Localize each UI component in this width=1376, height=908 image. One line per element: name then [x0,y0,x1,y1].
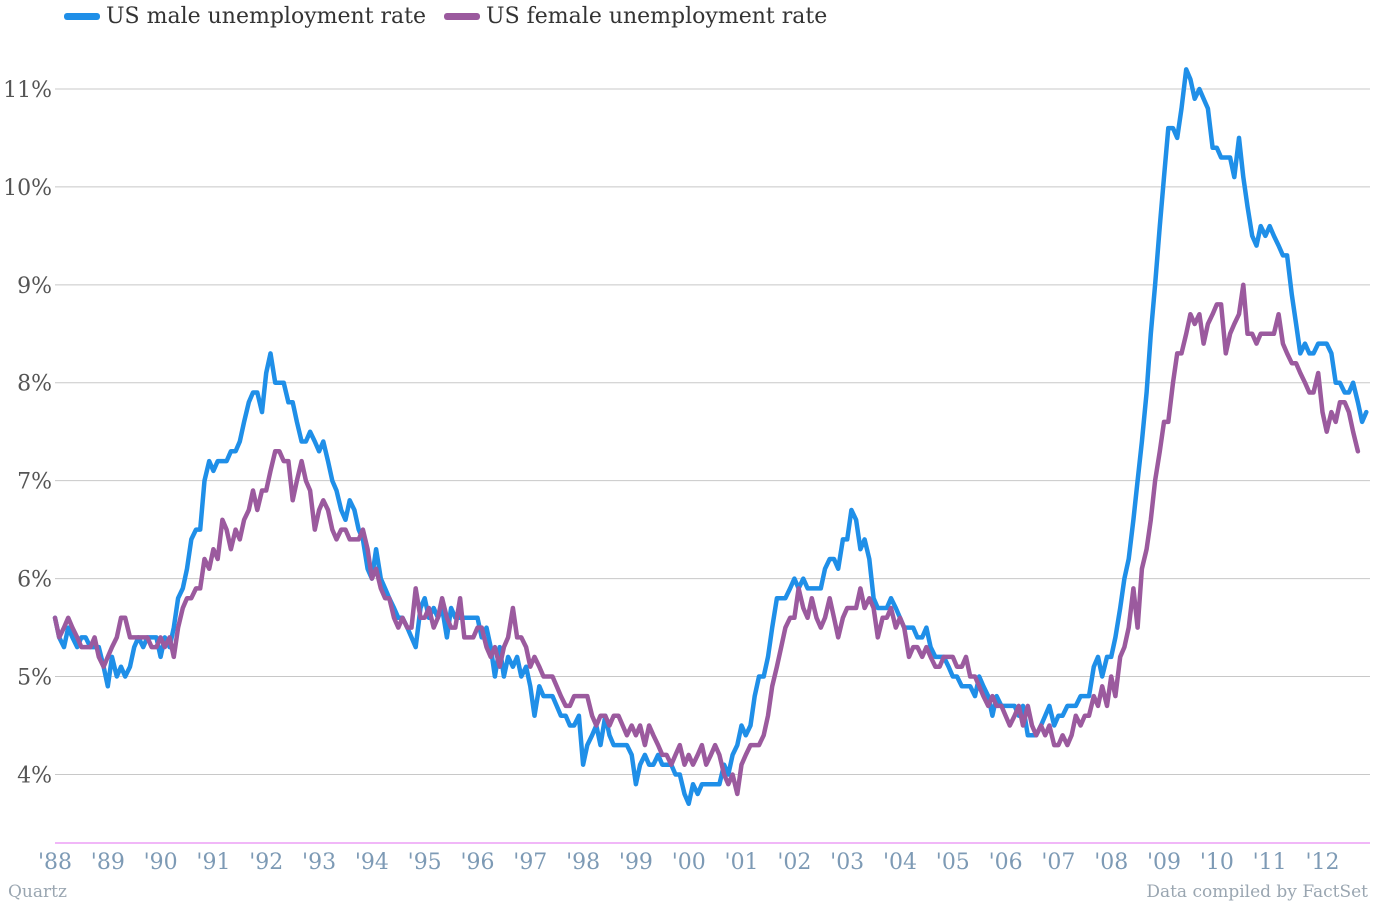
x-tick-label: '04 [883,850,917,875]
legend: US male unemployment rate US female unem… [64,4,827,29]
x-tick-label: '97 [513,850,547,875]
x-tick-label: '96 [460,850,494,875]
x-tick-label: '03 [830,850,864,875]
x-tick-label: '11 [1253,850,1287,875]
x-tick-label: '88 [38,850,72,875]
y-tick-label: 9% [17,274,52,299]
y-tick-label: 4% [17,763,52,788]
x-axis-ticks: '88 '89 '90 '91 '92 '93 '94 '95 '96 '97 '98 '99 '00 '… [38,850,1340,875]
series-line-female [52,282,1361,797]
x-tick-label: '10 [1200,850,1234,875]
y-tick-label: 5% [17,666,52,691]
legend-label-male: US male unemployment rate [106,4,427,29]
x-tick-label: '91 [196,850,230,875]
y-tick-label: 7% [17,470,52,495]
x-tick-label: '07 [1041,850,1075,875]
y-tick-label: 8% [17,372,52,397]
legend-swatch-male [64,13,100,20]
x-tick-label: '12 [1305,850,1339,875]
gridlines [55,88,1370,844]
legend-label-female: US female unemployment rate [486,4,828,29]
series-line-male [52,67,1369,807]
x-tick-label: '02 [777,850,811,875]
x-tick-label: '05 [936,850,970,875]
y-tick-label: 6% [17,568,52,593]
x-tick-label: '89 [91,850,125,875]
y-tick-label: 10% [3,176,52,201]
x-tick-label: '90 [144,850,178,875]
x-tick-label: '94 [355,850,389,875]
x-tick-label: '00 [672,850,706,875]
legend-swatch-female [444,13,481,20]
x-tick-label: '95 [408,850,442,875]
x-tick-label: '93 [302,850,336,875]
x-tick-label: '09 [1147,850,1181,875]
x-tick-label: '08 [1094,850,1128,875]
y-tick-label: 11% [3,78,52,103]
source-credit-right: Data compiled by FactSet [1146,882,1368,902]
x-tick-label: '99 [619,850,653,875]
legend-item-female[interactable]: US female unemployment rate [444,4,827,29]
source-credit-left: Quartz [8,882,67,902]
x-tick-label: '01 [725,850,759,875]
x-tick-label: '06 [989,850,1023,875]
y-axis-ticks: 4% 5% 6% 7% 8% 9% 10% 11% [3,78,52,788]
x-tick-label: '98 [566,850,600,875]
x-tick-label: '92 [249,850,283,875]
series-lines [52,67,1369,807]
legend-item-male[interactable]: US male unemployment rate [64,4,426,29]
